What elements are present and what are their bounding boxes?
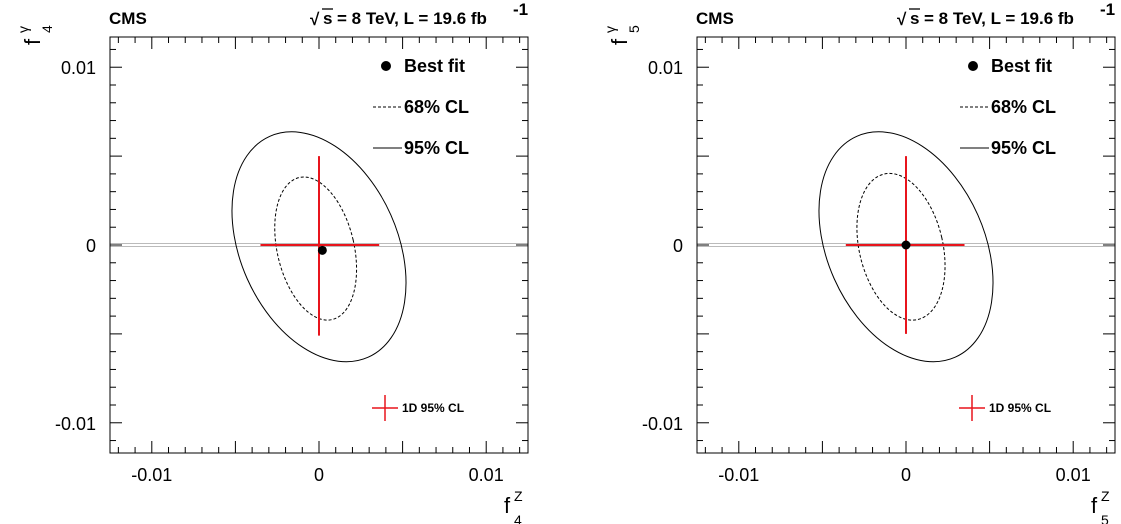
legend-label-bestfit: Best fit (991, 56, 1052, 76)
legend-marker-bestfit (381, 61, 391, 71)
energy-label: = 8 TeV, L = 19.6 fb (924, 9, 1074, 28)
experiment-label: CMS (696, 9, 734, 28)
y-tick-label: 0 (86, 236, 96, 256)
contour-95 (231, 131, 407, 363)
x-axis-title: f (504, 493, 511, 518)
legend-label-bestfit: Best fit (404, 56, 465, 76)
best-fit-point (317, 245, 327, 255)
y-tick-label: 0.01 (648, 58, 683, 78)
x-axis-title-sub: 4 (514, 512, 522, 524)
contour-68 (856, 172, 946, 321)
x-axis-title: f (1091, 493, 1098, 518)
y-tick-label: -0.01 (642, 414, 683, 434)
legend-label-68: 68% CL (991, 97, 1056, 117)
energy-label: = 8 TeV, L = 19.6 fb (337, 9, 487, 28)
energy-exponent: -1 (1100, 0, 1115, 19)
y-tick-label: 0.01 (61, 58, 96, 78)
x-axis-title-sup: Z (1101, 488, 1110, 504)
y-tick-label: -0.01 (55, 414, 96, 434)
y-axis-title-sub: 5 (626, 25, 642, 33)
x-tick-label: -0.01 (718, 465, 759, 485)
energy-s: s (323, 9, 332, 28)
y-axis-title-sub: 4 (39, 25, 55, 33)
x-tick-label: 0 (314, 465, 324, 485)
sqrt-symbol: √ (897, 10, 907, 29)
x-tick-label: 0.01 (1056, 465, 1091, 485)
legend-label-95: 95% CL (991, 138, 1056, 158)
experiment-label: CMS (109, 9, 147, 28)
contour-68 (274, 176, 358, 321)
legend-label-1d: 1D 95% CL (989, 401, 1051, 415)
best-fit-point (901, 240, 911, 250)
chart-panel-2: CMS √ s = 8 TeV, L = 19.6 fb -1 -0.01 0 0.01 -0.… (602, 0, 1116, 524)
x-axis-title-sub: 5 (1101, 512, 1109, 524)
energy-exponent: -1 (513, 0, 528, 19)
legend-label-95: 95% CL (404, 138, 469, 158)
y-axis-title-group: fγ 5 (602, 25, 642, 45)
x-axis-title-sup: Z (514, 488, 523, 504)
y-axis-title-sup: γ (15, 26, 31, 33)
sqrt-symbol: √ (310, 10, 320, 29)
y-axis-title-group: fγ 4 (15, 25, 55, 45)
chart-panel-1: CMS √ s = 8 TeV, L = 19.6 fb -1 -0.01 0 0.01 -0.… (15, 0, 529, 524)
legend-label-68: 68% CL (404, 97, 469, 117)
x-tick-label: 0.01 (469, 465, 504, 485)
legend-label-1d: 1D 95% CL (402, 401, 464, 415)
x-tick-label: -0.01 (131, 465, 172, 485)
y-tick-label: 0 (673, 236, 683, 256)
x-tick-label: 0 (901, 465, 911, 485)
y-axis-title: f (607, 38, 632, 45)
energy-s: s (910, 9, 919, 28)
y-axis-title-sup: γ (602, 26, 618, 33)
legend-marker-bestfit (968, 61, 978, 71)
y-axis-title: f (20, 38, 45, 45)
contour-95 (818, 131, 994, 363)
